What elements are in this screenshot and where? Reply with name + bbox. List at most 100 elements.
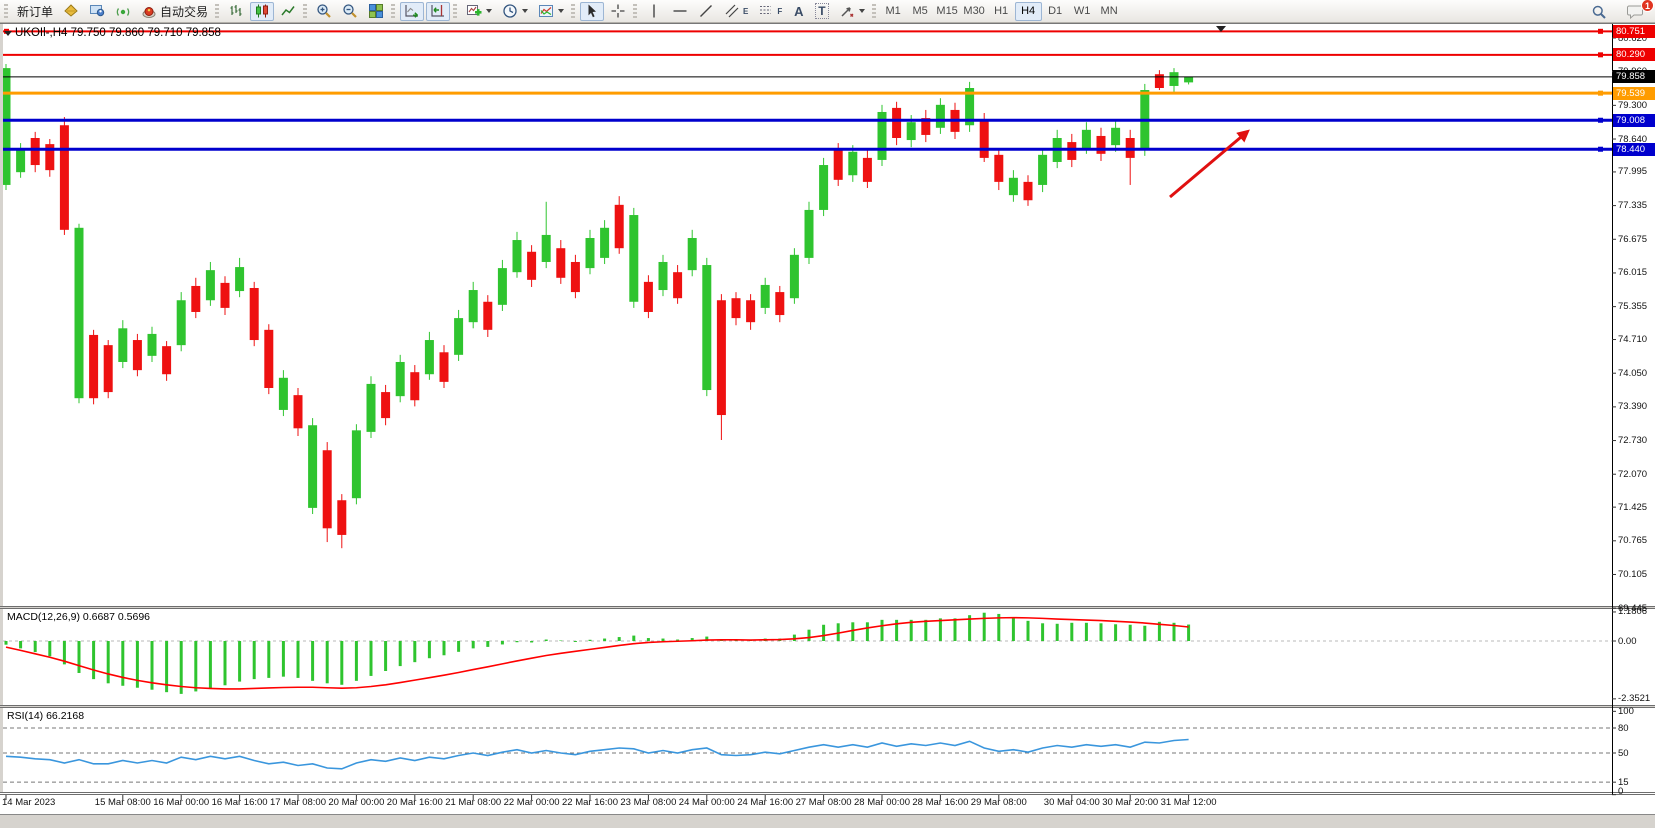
chart-template-button[interactable] xyxy=(534,2,568,21)
toolbar-grip[interactable] xyxy=(303,3,308,19)
price-axis-tick-label: 76.675 xyxy=(1618,233,1648,245)
timeframe-d1-button[interactable]: D1 xyxy=(1048,5,1063,17)
equidistant-channel-icon xyxy=(724,3,740,19)
monitor-person-icon xyxy=(89,3,105,19)
time-axis-label: 24 Mar 00:00 xyxy=(678,797,735,808)
rsi-axis-tick-label: 0 xyxy=(1618,786,1624,797)
text-tool-icon: A xyxy=(794,3,804,19)
text-label-icon: T xyxy=(815,3,829,19)
trendline-tool-button[interactable] xyxy=(694,2,718,21)
price-level-badge: 78.440 xyxy=(1613,142,1655,156)
fibonacci-tool-button[interactable]: F xyxy=(754,2,786,21)
chart-period-button[interactable] xyxy=(498,2,532,21)
toolbar-grip[interactable] xyxy=(571,3,576,19)
time-axis-label: 15 Mar 08:00 xyxy=(94,797,151,808)
rsi-indicator-label: RSI(14) 66.2168 xyxy=(7,710,85,722)
zoom-in-button[interactable] xyxy=(312,2,336,21)
macd-axis-tick-label: 0.00 xyxy=(1618,635,1637,647)
tile-windows-icon xyxy=(368,3,384,19)
time-axis-label: 30 Mar 04:00 xyxy=(1043,797,1100,808)
dropdown-caret-icon xyxy=(558,9,565,13)
zoom-in-icon xyxy=(316,3,332,19)
chart-shift-button[interactable] xyxy=(426,1,451,21)
line-chart-icon xyxy=(280,3,296,19)
timeframe-h1-button[interactable]: H1 xyxy=(994,5,1009,17)
text-tool-button[interactable]: A xyxy=(788,2,809,21)
price-axis-tick-label: 79.300 xyxy=(1618,99,1648,111)
crosshair-button[interactable] xyxy=(606,2,630,21)
time-axis-label: 16 Mar 00:00 xyxy=(153,797,210,808)
timeframe-m15-button[interactable]: M15 xyxy=(936,5,958,17)
time-axis-label: 22 Mar 16:00 xyxy=(562,797,618,808)
history-center-button[interactable] xyxy=(59,2,83,21)
notifications-button[interactable]: 1 xyxy=(1623,0,1654,21)
time-axis-label: 20 Mar 16:00 xyxy=(386,797,443,808)
signals-button[interactable] xyxy=(111,2,135,21)
new-order-button[interactable]: 新订单 xyxy=(13,2,57,21)
new-order-label: 新订单 xyxy=(17,4,54,19)
time-axis-label: 24 Mar 16:00 xyxy=(737,797,794,808)
rsi-axis-tick-label: 50 xyxy=(1618,747,1629,759)
timeframe-w1-button[interactable]: W1 xyxy=(1073,5,1091,17)
toolbar-grip[interactable] xyxy=(871,3,876,19)
search-button[interactable] xyxy=(1587,2,1611,21)
toolbar-grip[interactable] xyxy=(453,3,458,19)
auto-scroll-button[interactable] xyxy=(400,1,425,21)
new-chart-icon xyxy=(466,3,482,19)
timeframe-switcher: M1 M5 M15 M30 H1 H4 D1 W1 MN xyxy=(880,1,1123,21)
auto-trading-label: 自动交易 xyxy=(160,4,209,19)
bar-chart-mode-button[interactable] xyxy=(224,2,248,21)
price-axis-tick-label: 70.765 xyxy=(1618,535,1648,547)
dropdown-caret-icon xyxy=(858,9,865,13)
price-axis-tick-label: 72.730 xyxy=(1618,435,1648,447)
new-chart-button[interactable] xyxy=(462,2,496,21)
price-axis-tick-label: 70.105 xyxy=(1618,568,1648,580)
tile-windows-button[interactable] xyxy=(364,2,388,21)
template-colors-icon xyxy=(538,3,554,19)
auto-scroll-icon xyxy=(404,3,420,19)
vertical-line-icon xyxy=(646,3,662,19)
horizontal-line-tool-button[interactable] xyxy=(668,2,692,21)
price-level-badge: 79.858 xyxy=(1613,70,1655,84)
toolbar-grip[interactable] xyxy=(633,3,638,19)
line-chart-mode-button[interactable] xyxy=(276,2,300,21)
collapse-triangle-icon[interactable] xyxy=(4,31,12,36)
channel-tool-button[interactable]: E xyxy=(720,2,752,21)
trendline-icon xyxy=(698,3,714,19)
toolbar-grip[interactable] xyxy=(4,3,8,19)
clock-icon xyxy=(502,3,518,19)
toolbar-grip[interactable] xyxy=(391,3,396,19)
macd-indicator-label: MACD(12,26,9) 0.6687 0.5696 xyxy=(7,611,151,623)
main-toolbar: 新订单 自动交易 xyxy=(0,0,1655,23)
time-axis-label: 16 Mar 16:00 xyxy=(211,797,268,808)
rsi-axis-tick-label: 80 xyxy=(1618,722,1629,734)
timeframe-m30-button[interactable]: M30 xyxy=(963,5,985,17)
price-level-badge: 79.539 xyxy=(1613,86,1655,100)
dropdown-caret-icon xyxy=(486,9,493,13)
price-axis-tick-label: 77.995 xyxy=(1618,166,1648,178)
vertical-line-tool-button[interactable] xyxy=(642,2,666,21)
time-axis-label: 17 Mar 08:00 xyxy=(270,797,326,808)
bar-chart-icon xyxy=(228,3,244,19)
candlestick-icon xyxy=(254,3,270,19)
timeframe-m1-button[interactable]: M1 xyxy=(885,5,901,17)
crosshair-icon xyxy=(610,3,626,19)
search-icon xyxy=(1591,4,1607,20)
timeframe-m5-button[interactable]: M5 xyxy=(912,5,928,17)
arrows-tool-button[interactable] xyxy=(835,2,869,21)
toolbar-grip[interactable] xyxy=(215,3,220,19)
price-axis-tick-label: 71.425 xyxy=(1618,501,1648,513)
auto-trading-button[interactable]: 自动交易 xyxy=(137,2,212,21)
candlestick-mode-button[interactable] xyxy=(250,1,275,21)
macd-axis-tick-label: -2.3521 xyxy=(1618,693,1651,705)
time-axis-label: 27 Mar 08:00 xyxy=(795,797,852,808)
text-label-tool-button[interactable]: T xyxy=(811,2,832,21)
market-profile-button[interactable] xyxy=(85,2,109,21)
time-axis-label: 21 Mar 08:00 xyxy=(445,797,502,808)
notification-count-badge: 1 xyxy=(1640,0,1654,12)
price-chart-canvas[interactable] xyxy=(0,23,1655,828)
timeframe-mn-button[interactable]: MN xyxy=(1100,5,1118,17)
zoom-out-button[interactable] xyxy=(338,2,362,21)
cursor-button[interactable] xyxy=(580,1,605,21)
timeframe-h4-button[interactable]: H4 xyxy=(1014,1,1042,21)
